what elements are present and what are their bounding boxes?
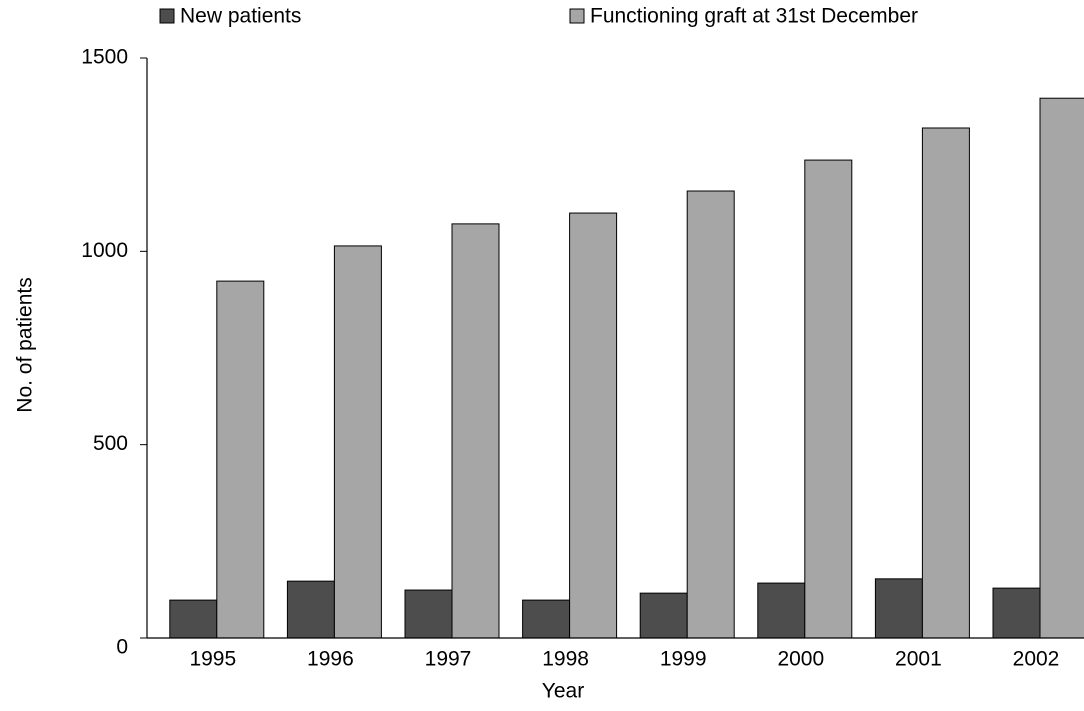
- bar: [639, 592, 688, 639]
- y-tick-label: 1000: [81, 239, 128, 262]
- x-axis-label: Year: [542, 680, 584, 703]
- x-tick-label: 2002: [1013, 648, 1060, 671]
- x-tick-label: 1998: [542, 648, 589, 671]
- bar: [921, 127, 970, 639]
- legend-label: New patients: [180, 5, 301, 28]
- bar: [216, 280, 265, 639]
- bar: [333, 245, 382, 639]
- bar: [804, 159, 853, 639]
- bar: [569, 212, 618, 639]
- x-tick-label: 1996: [307, 648, 354, 671]
- x-tick-label: 2001: [895, 648, 942, 671]
- legend-swatch: [159, 8, 175, 24]
- x-tick-label: 2000: [777, 648, 824, 671]
- y-axis-label: No. of patients: [14, 277, 37, 412]
- bar: [1039, 97, 1084, 639]
- bar: [286, 580, 335, 639]
- bar: [451, 223, 500, 639]
- bar: [757, 582, 806, 639]
- legend-label: Functioning graft at 31st December: [590, 5, 918, 28]
- bar: [522, 599, 571, 639]
- bar: [874, 578, 923, 639]
- legend-swatch: [569, 8, 585, 24]
- y-tick-label: 0: [116, 636, 128, 659]
- bar: [686, 190, 735, 639]
- bar: [404, 589, 453, 639]
- y-tick-label: 1500: [81, 46, 128, 69]
- x-tick-label: 1997: [425, 648, 472, 671]
- x-tick-label: 1999: [660, 648, 707, 671]
- y-tick-label: 500: [93, 432, 128, 455]
- bar: [169, 599, 218, 639]
- bar: [992, 587, 1041, 639]
- x-tick-label: 1995: [189, 648, 236, 671]
